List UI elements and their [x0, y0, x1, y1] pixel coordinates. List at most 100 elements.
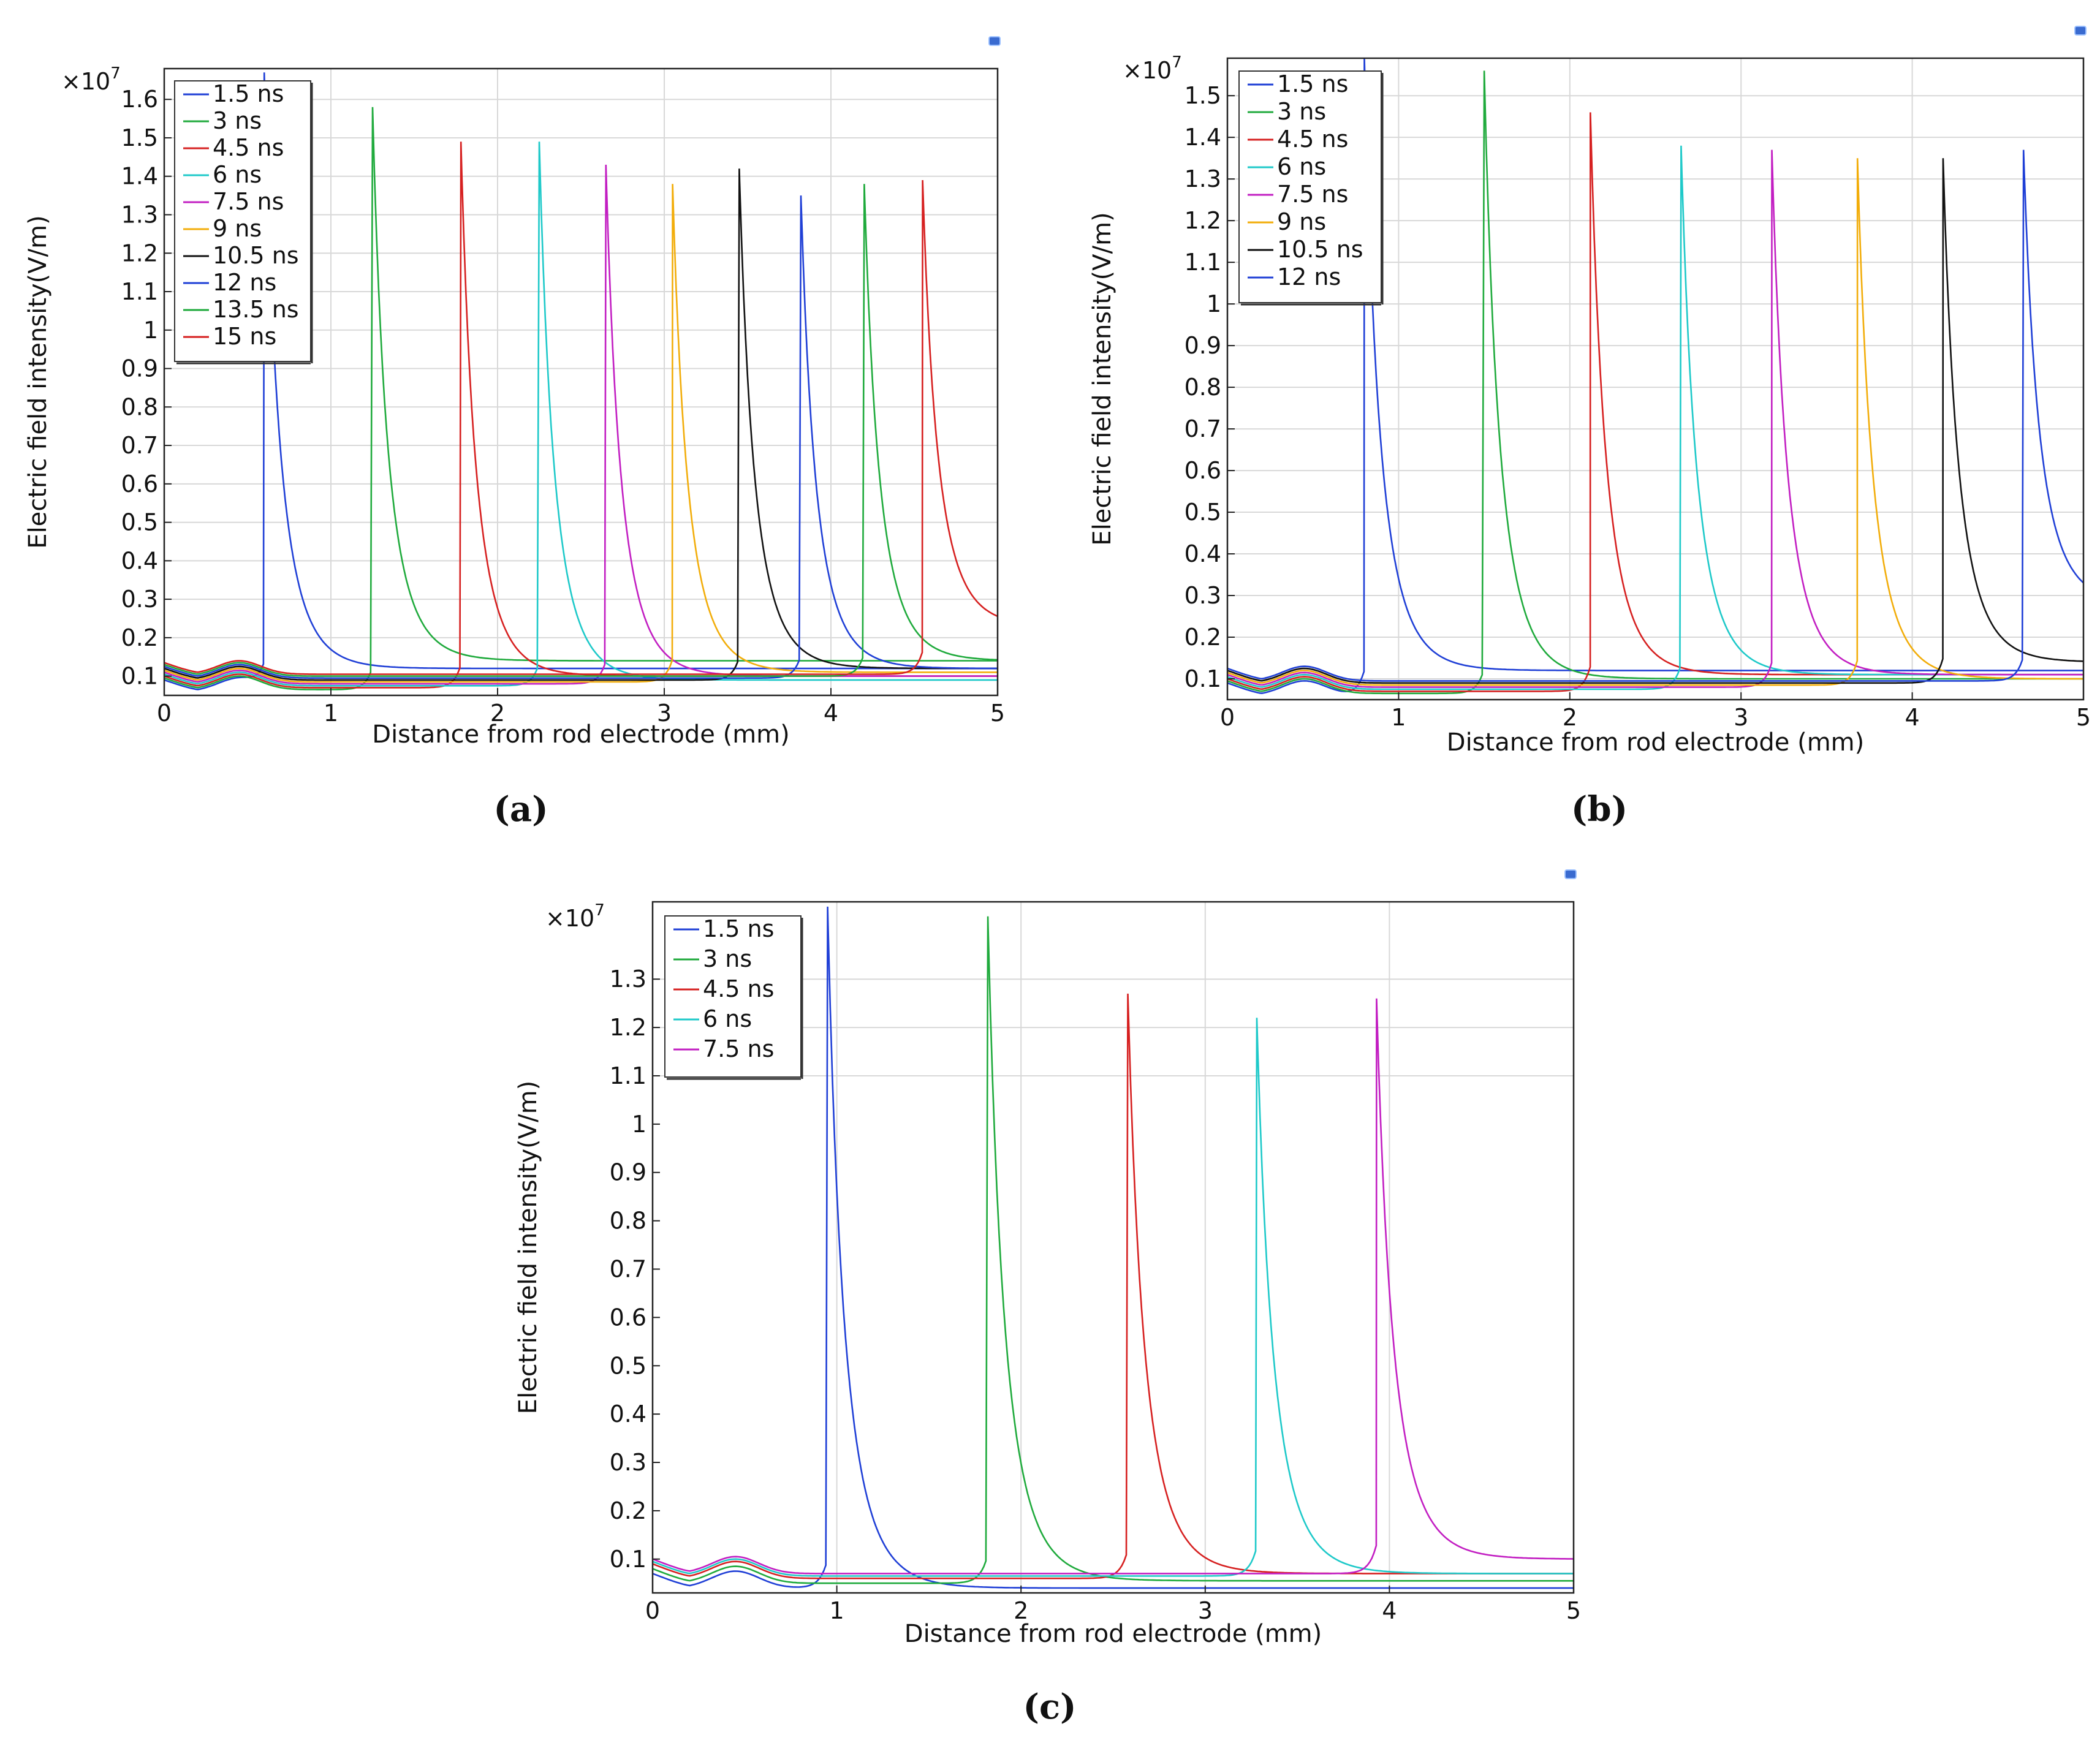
- axis-multiplier: ×107: [545, 901, 605, 932]
- series-line-3-ns: [1227, 70, 2083, 695]
- y-tick-label: 1.6: [121, 86, 158, 113]
- legend: [1238, 70, 1382, 303]
- panel-label-b: (b): [1571, 789, 1628, 830]
- panel-label-a: (a): [493, 789, 548, 830]
- series-line-1-5-ns: [164, 72, 998, 690]
- y-tick-label: 1.5: [1185, 82, 1221, 109]
- y-tick-label: 0.8: [121, 393, 158, 420]
- y-tick-label: 0.4: [610, 1401, 646, 1427]
- y-tick-label: 0.1: [1185, 665, 1221, 692]
- y-tick-label: 1.1: [1185, 249, 1221, 276]
- series-line-10-5-ns: [1227, 158, 2083, 684]
- x-tick-label: 2: [490, 700, 505, 727]
- legend-entry: 7.5 ns: [213, 188, 284, 215]
- y-axis-label: Electric field intensity(V/m): [1088, 212, 1116, 545]
- legend-entry: 1.5 ns: [703, 915, 774, 942]
- y-tick-label: 1.3: [121, 201, 158, 228]
- legend-entry: 3 ns: [703, 945, 752, 972]
- y-tick-label: 1.4: [1185, 124, 1221, 151]
- plot-frame: [651, 901, 1575, 1594]
- legend-entry: 15 ns: [213, 323, 276, 350]
- legend-entry: 6 ns: [703, 1005, 752, 1032]
- series-line-6-ns: [164, 142, 998, 687]
- y-tick-label: 0.3: [1185, 582, 1221, 609]
- legend-entry: 4.5 ns: [213, 134, 284, 161]
- y-tick-label: 0.7: [1185, 415, 1221, 442]
- series-line-9-ns: [164, 184, 998, 683]
- x-tick-label: 3: [1198, 1597, 1213, 1624]
- x-tick-label: 4: [1382, 1597, 1397, 1624]
- y-tick-label: 0.5: [121, 509, 158, 536]
- plot-toolbar-icon[interactable]: [2074, 26, 2087, 36]
- y-tick-label: 0.3: [121, 586, 158, 613]
- legend-entry: 10.5 ns: [1277, 236, 1363, 263]
- y-tick-label: 1.2: [121, 240, 158, 267]
- chart-panel-c: 0 1 2 3 4 5 0.1 0.2 0.3 0.4 0.5 0.6 0.7 0.8 0.9 1 1.1 1.2…: [514, 869, 1581, 1648]
- legend-entry: 3 ns: [1277, 98, 1326, 125]
- legend-entry: 9 ns: [1277, 208, 1326, 235]
- x-tick-label: 1: [324, 700, 338, 727]
- y-tick-label: 0.2: [121, 624, 158, 651]
- y-tick-label: 0.8: [610, 1208, 646, 1234]
- y-tick-label: 0.2: [1185, 624, 1221, 651]
- y-tick-label: 0.5: [1185, 499, 1221, 526]
- plot-frame: [163, 67, 999, 697]
- x-tick-label: 5: [2076, 704, 2091, 731]
- legend-entry: 6 ns: [1277, 153, 1326, 180]
- x-tick-label: 4: [1905, 704, 1920, 731]
- x-tick-label: 0: [157, 700, 172, 727]
- series-line-4-5-ns: [653, 993, 1574, 1579]
- y-tick-label: 0.7: [121, 432, 158, 459]
- y-tick-label: 0.4: [1185, 540, 1221, 567]
- legend-entry: 13.5 ns: [213, 296, 299, 323]
- y-tick-label: 0.1: [121, 663, 158, 690]
- series-line-7-5-ns: [164, 164, 998, 685]
- legend: [174, 80, 311, 362]
- series-line-12-ns: [164, 195, 998, 679]
- legend-entry: 12 ns: [213, 269, 276, 296]
- y-tick-label: 1.4: [121, 163, 158, 190]
- series-line-12-ns: [1227, 149, 2083, 682]
- y-tick-label: 1.5: [121, 124, 158, 151]
- y-tick-label: 0.7: [610, 1255, 646, 1282]
- y-tick-label: 1: [632, 1111, 646, 1138]
- legend-entry: 9 ns: [213, 215, 262, 242]
- series-line-15-ns: [164, 180, 998, 675]
- series-line-9-ns: [1227, 158, 2083, 686]
- y-tick-label: 1.2: [610, 1014, 646, 1041]
- series-line-6-ns: [653, 1018, 1574, 1577]
- plot-toolbar-icon[interactable]: [1564, 869, 1577, 879]
- y-tick-label: 1.3: [1185, 165, 1221, 192]
- series-line-7-5-ns: [653, 998, 1574, 1575]
- y-tick-label: 0.2: [610, 1497, 646, 1524]
- plot-frame: [1226, 57, 2085, 701]
- y-tick-label: 1.3: [610, 966, 646, 992]
- y-tick-label: 0.6: [610, 1304, 646, 1331]
- x-tick-label: 2: [1563, 704, 1577, 731]
- x-tick-label: 4: [824, 700, 838, 727]
- legend-entry: 7.5 ns: [1277, 181, 1348, 208]
- series-line-1-5-ns: [653, 906, 1574, 1589]
- legend-entry: 1.5 ns: [213, 80, 284, 107]
- y-tick-label: 0.8: [1185, 374, 1221, 401]
- plot-toolbar-icon[interactable]: [988, 36, 1001, 46]
- legend-entry: 6 ns: [213, 161, 262, 188]
- x-tick-label: 1: [1391, 704, 1406, 731]
- legend-entry: 10.5 ns: [213, 242, 299, 269]
- y-tick-label: 1.1: [121, 278, 158, 305]
- y-tick-label: 0.9: [610, 1159, 646, 1186]
- y-tick-label: 0.6: [121, 471, 158, 497]
- x-tick-label: 1: [830, 1597, 844, 1624]
- legend-entry: 7.5 ns: [703, 1035, 774, 1062]
- x-axis-label: Distance from rod electrode (mm): [372, 720, 789, 749]
- y-axis-label: Electric field intensity(V/m): [514, 1081, 542, 1414]
- legend-entry: 3 ns: [213, 107, 262, 134]
- series-line-7-5-ns: [1227, 149, 2083, 688]
- y-tick-label: 1.2: [1185, 207, 1221, 234]
- y-tick-label: 0.5: [610, 1352, 646, 1379]
- y-tick-label: 1.1: [610, 1062, 646, 1089]
- x-tick-label: 2: [1014, 1597, 1028, 1624]
- legend-entry: 12 ns: [1277, 263, 1341, 290]
- y-tick-label: 0.9: [121, 355, 158, 382]
